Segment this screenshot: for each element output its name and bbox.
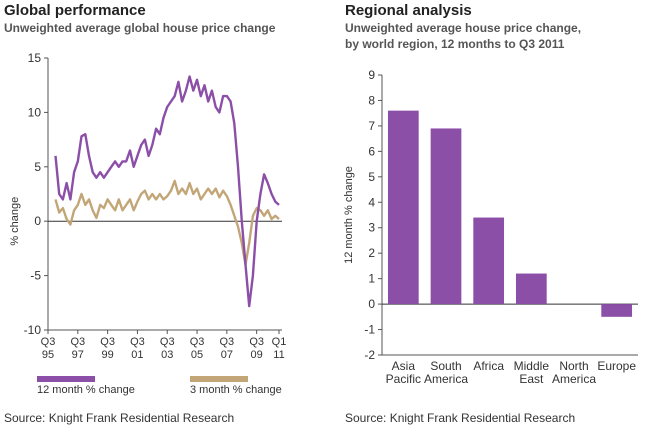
x-tick-label-bottom: 07 [221,349,233,361]
x-tick-label-bottom: 09 [251,349,263,361]
y-tick-label: 0 [368,297,375,311]
bar-europe [601,304,633,317]
category-label: East [519,372,544,386]
category-label: Pacific [386,372,421,386]
series-line-3-month [54,179,280,266]
legend-label-12-month: 12 month % change [37,384,135,396]
y-axis-label: % change [9,197,21,246]
y-tick-label: -1 [364,323,375,337]
bar-chart: -2 -1 0 1 2 3 4 5 6 7 8 9 12 month % change AsiaPacif… [343,68,638,386]
left-source: Source: Knight Frank Residential Researc… [4,411,235,425]
right-panel-subtitle-line2: by world region, 12 months to Q3 2011 [345,37,565,51]
x-tick-label-top: Q3 [190,336,205,348]
x-tick-label-bottom: 05 [191,349,203,361]
y-tick-label: -5 [30,269,41,283]
y-tick-label: 10 [28,105,42,119]
x-tick-label-top: Q1 [272,336,287,348]
legend-swatch-12-month [37,376,95,382]
y-tick-label: 4 [368,195,375,209]
right-source: Source: Knight Frank Residential Researc… [345,411,576,425]
x-tick-label-bottom: 11 [273,349,284,361]
x-tick-label-top: Q3 [100,336,115,348]
legend-label-3-month: 3 month % change [190,384,282,396]
x-tick-label-top: Q3 [70,336,85,348]
bar-south [430,128,462,305]
left-panel-subtitle: Unweighted average global house price ch… [4,21,276,35]
x-tick-label-bottom: 99 [101,349,113,361]
x-tick-label-top: Q3 [160,336,175,348]
y-tick-label: 8 [368,93,375,107]
x-tick-label-top: Q3 [130,336,145,348]
x-tick-label-bottom: 95 [42,349,54,361]
category-label: Africa [473,359,504,373]
y-tick-label: 1 [368,272,375,286]
y-tick-label: 5 [368,170,375,184]
x-tick-label-top: Q3 [41,336,56,348]
y-tick-label: 15 [28,51,42,65]
series-line-12-month [54,75,280,308]
y-tick-label: 6 [368,144,375,158]
right-panel-subtitle-line1: Unweighted average house price change, [345,21,582,35]
category-label: Europe [597,359,636,373]
bar-middle [515,273,547,305]
x-tick-label-top: Q3 [249,336,264,348]
x-tick-label-bottom: 03 [161,349,173,361]
category-label: America [552,372,596,386]
x-tick-label-bottom: 01 [131,349,143,361]
y-tick-label: 0 [34,214,41,228]
legend-swatch-3-month [190,376,248,382]
category-label: Middle [514,359,550,373]
right-panel-title: Regional analysis [345,2,472,19]
category-label: South [430,359,461,373]
category-label: America [424,372,468,386]
y-tick-label: -10 [24,323,42,337]
y-axis-label: 12 month % change [343,166,355,264]
category-label: North [559,359,588,373]
y-tick-label: -2 [364,348,375,362]
bar-asia [387,110,419,305]
y-tick-label: 2 [368,246,375,260]
y-tick-label: 7 [368,119,375,133]
category-label: Asia [392,359,416,373]
left-panel-title: Global performance [4,2,146,19]
x-tick-label-top: Q3 [220,336,235,348]
y-tick-label: 5 [34,160,41,174]
x-tick-label-bottom: 97 [72,349,84,361]
bar-africa [473,217,505,305]
y-tick-label: 3 [368,221,375,235]
y-tick-label: 9 [368,68,375,82]
